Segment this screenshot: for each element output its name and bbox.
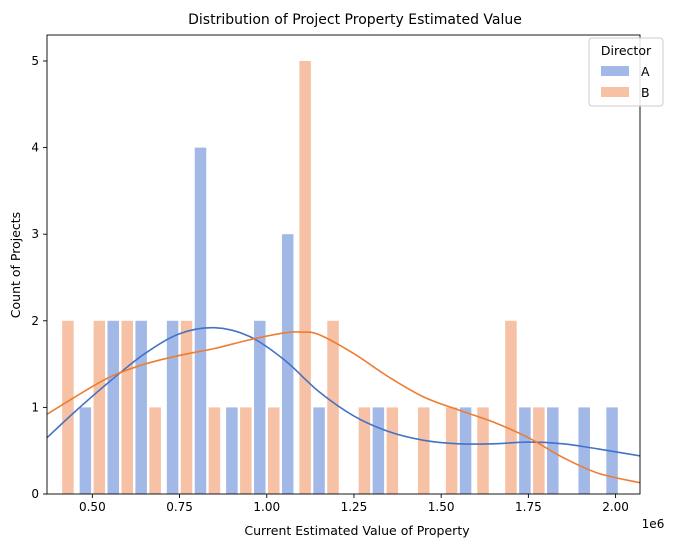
bar-b [208,407,221,494]
bar-b [267,407,280,494]
bar-a [372,407,385,494]
x-axis-offset-label: 1e6 [642,517,665,531]
plot-area: 0.50 0.75 1.00 1.25 1.50 1.75 2.00 0 1 2 3 4 5 [31,34,641,514]
bar-b [93,320,106,494]
legend-swatch-b [601,87,629,97]
bar-a [226,407,238,494]
bar-a [166,320,179,494]
bar-a [459,407,472,494]
x-tick-label: 1.00 [253,500,280,514]
x-tick-label: 0.50 [79,500,106,514]
bar-b [327,320,339,494]
legend: Director A B [588,37,664,107]
bar-a [79,407,92,494]
bar-a [519,407,531,494]
bar-b [180,320,193,494]
bar-b [417,407,430,494]
legend-label-a: A [641,64,650,79]
bar-b [533,407,545,494]
bar-b [121,320,133,494]
series-a-bars [79,147,618,495]
y-tick-label: 2 [31,314,39,328]
bar-a [578,407,590,494]
bar-a [254,320,266,494]
bar-b [149,407,161,494]
y-tick-label: 0 [31,487,39,501]
axes-frame [46,34,641,495]
chart-title: Distribution of Project Property Estimat… [188,12,522,28]
y-tick-label: 4 [31,141,39,155]
legend-label-b: B [641,85,650,100]
bar-b [62,320,74,494]
x-tick-label: 1.50 [428,500,455,514]
bar-b [240,407,252,494]
bar-b [299,60,311,494]
bar-b [445,407,458,494]
kde-curve-b [46,331,641,484]
bar-a [135,320,147,494]
bar-a [281,234,294,495]
series-b-bars [62,60,545,494]
kde-curve-a [46,326,641,457]
y-tick-label: 3 [31,227,39,241]
bar-b [505,320,517,494]
x-tick-label: 1.25 [341,500,368,514]
x-tick-label: 0.75 [166,500,193,514]
y-tick-label: 5 [31,54,39,68]
bar-b [386,407,399,494]
x-tick-label: 2.00 [602,500,629,514]
y-tick-label: 1 [31,400,39,414]
bar-a [194,147,207,494]
bar-b [477,407,489,494]
bar-a [313,407,325,494]
legend-swatch-a [601,66,629,76]
legend-title: Director [601,43,652,58]
bar-a [547,407,559,494]
x-tick-label: 1.75 [515,500,542,514]
y-axis-label: Count of Projects [8,212,23,318]
bar-a [107,320,120,494]
bar-b [358,407,371,494]
x-axis-label: Current Estimated Value of Property [244,523,470,538]
